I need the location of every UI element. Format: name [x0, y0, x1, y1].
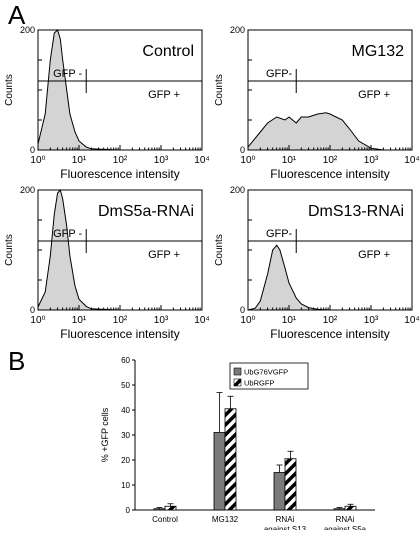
histogram-title: DmS13-RNAi — [308, 203, 404, 220]
y-tick-label: 0 — [240, 305, 245, 315]
y-axis-label: Counts — [214, 74, 225, 106]
y-tick-label: 20 — [121, 456, 130, 465]
y-tick-label: 0 — [126, 506, 131, 515]
x-tick-label: 10² — [113, 155, 128, 166]
category-label: against S13 — [264, 525, 307, 530]
y-axis-label: Counts — [4, 234, 15, 266]
legend-label: UbRGFP — [244, 379, 274, 388]
gate-negative-label: GFP - — [53, 228, 82, 240]
x-tick-label: 10⁴ — [404, 155, 419, 166]
gate-negative-label: GFP- — [266, 228, 293, 240]
category-label: RNAi — [276, 515, 295, 524]
gate-positive-label: GFP + — [148, 89, 180, 101]
x-tick-label: 10³ — [154, 315, 169, 326]
bar-ubrgfp — [164, 505, 177, 511]
histogram-area — [247, 112, 412, 151]
gate-positive-label: GFP + — [148, 249, 180, 261]
x-tick-label: 10⁰ — [30, 315, 45, 326]
x-tick-label: 10¹ — [282, 155, 297, 166]
x-axis-label: Fluorescence intensity — [60, 327, 179, 341]
y-tick-label: 200 — [230, 25, 245, 35]
category-label: against S5a — [324, 525, 367, 530]
panel-b-label: B — [8, 346, 26, 376]
panel-a-label: A — [8, 0, 26, 30]
y-axis-label: Counts — [4, 74, 15, 106]
x-tick-label: 10⁰ — [240, 315, 255, 326]
x-tick-label: 10³ — [364, 315, 379, 326]
y-tick-label: 40 — [121, 406, 130, 415]
legend-label: UbG76VGFP — [244, 368, 288, 377]
bar-ubrgfp — [224, 408, 237, 511]
legend-swatch — [233, 378, 242, 387]
x-tick-label: 10⁰ — [240, 155, 255, 166]
x-tick-label: 10⁴ — [194, 155, 209, 166]
x-tick-label: 10² — [323, 155, 338, 166]
x-tick-label: 10³ — [154, 155, 169, 166]
x-axis-label: Fluorescence intensity — [60, 167, 179, 181]
x-tick-label: 10¹ — [72, 155, 87, 166]
bar-chart-gfp-cells: 0 10 20 30 40 50 60 % +GFP cells Control MG132 RNA… — [100, 356, 375, 530]
x-tick-label: 10¹ — [72, 315, 87, 326]
y-tick-label: 10 — [121, 481, 130, 490]
histogram-control: 0 200 Counts 10⁰ 10¹ 10² 10³ 10⁴ Fluorescence in… — [4, 25, 210, 181]
x-tick-label: 10³ — [364, 155, 379, 166]
y-tick-label: 50 — [121, 381, 130, 390]
histogram-title: MG132 — [352, 43, 405, 60]
x-tick-label: 10¹ — [282, 315, 297, 326]
bar-ubrgfp — [344, 505, 357, 511]
gate-negative-label: GFP - — [53, 68, 82, 80]
x-tick-label: 10² — [323, 315, 338, 326]
histogram-mg132: 0 200 Counts 10⁰ 10¹ 10² 10³ 10⁴ Fluorescence in… — [214, 25, 420, 181]
y-tick-label: 30 — [121, 431, 130, 440]
y-tick-label: 200 — [20, 185, 35, 195]
y-tick-label: 0 — [30, 305, 35, 315]
y-tick-label: 0 — [240, 145, 245, 155]
bar-ubg76vgfp — [273, 472, 286, 511]
x-axis-label: Fluorescence intensity — [270, 327, 389, 341]
x-tick-label: 10² — [113, 315, 128, 326]
bar-ubg76vgfp — [213, 432, 226, 511]
category-label: Control — [152, 515, 178, 524]
gate-negative-label: GFP- — [266, 68, 293, 80]
y-axis-label: % +GFP cells — [100, 407, 110, 462]
bar-ubrgfp — [284, 458, 297, 511]
x-tick-label: 10⁴ — [194, 315, 209, 326]
gate-positive-label: GFP + — [358, 249, 390, 261]
category-label: MG132 — [212, 515, 239, 524]
legend-box — [229, 362, 309, 390]
y-axis-label: Counts — [214, 234, 225, 266]
x-tick-label: 10⁰ — [30, 155, 45, 166]
bar-ubg76vgfp — [153, 508, 166, 511]
category-label: RNAi — [336, 515, 355, 524]
x-axis-label: Fluorescence intensity — [270, 167, 389, 181]
histogram-dms13-rnai: 0 200 Counts 10⁰ 10¹ 10² 10³ 10⁴ Fluorescence in… — [214, 185, 420, 341]
legend-swatch — [233, 367, 242, 376]
histogram-title: DmS5a-RNAi — [98, 203, 194, 220]
y-tick-label: 0 — [30, 145, 35, 155]
y-tick-label: 200 — [230, 185, 245, 195]
histogram-title: Control — [142, 43, 194, 60]
bar-ubg76vgfp — [333, 508, 346, 511]
gate-positive-label: GFP + — [358, 89, 390, 101]
histogram-dms5a-rnai: 0 200 Counts 10⁰ 10¹ 10² 10³ 10⁴ Fluorescence in… — [4, 185, 210, 341]
y-tick-label: 60 — [121, 356, 130, 365]
y-tick-label: 200 — [20, 25, 35, 35]
x-tick-label: 10⁴ — [404, 315, 419, 326]
